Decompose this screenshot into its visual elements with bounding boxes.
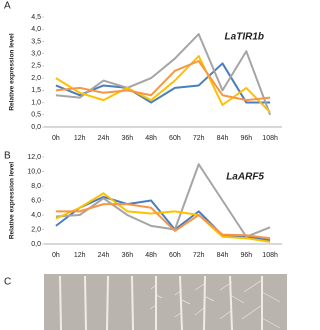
x-tick-label: 12h (74, 135, 86, 142)
chart-title: LaTIR1b (225, 32, 264, 43)
y-tick-label: 3,0 (31, 51, 41, 58)
x-tick-label: 108h (262, 135, 278, 142)
y-tick-label: 0,5 (31, 112, 41, 119)
series-line (56, 34, 270, 115)
y-axis-label: Relative expression level (9, 33, 16, 111)
x-tick-label: 60h (169, 135, 181, 142)
y-tick-label: 0,0 (31, 124, 41, 131)
x-tick-label: 0h (52, 252, 60, 259)
y-axis-label: Relative expression level (9, 162, 16, 240)
y-tick-label: 12,0 (27, 154, 41, 161)
figure: C A LaTIR1b Relative expression level 0,0 0,… (0, 0, 287, 330)
y-tick-label: 10,0 (27, 168, 41, 175)
chart-title: LaARF5 (226, 172, 264, 183)
x-tick-label: 96h (240, 252, 252, 259)
x-tick-label: 48h (145, 252, 157, 259)
y-tick-label: 0,0 (31, 241, 41, 248)
x-tick-label: 12h (74, 252, 86, 259)
x-tick-label: 72h (193, 252, 205, 259)
x-tick-label: 24h (98, 135, 110, 142)
series-line (56, 204, 270, 238)
x-tick-label: 36h (121, 252, 133, 259)
y-tick-label: 1,5 (31, 87, 41, 94)
y-tick-label: 4,0 (31, 26, 41, 33)
root-photos (44, 274, 287, 330)
x-tick-label: 84h (217, 135, 229, 142)
y-tick-label: 2,5 (31, 63, 41, 70)
page: C A LaTIR1b Relative expression level 0,0 0,… (0, 0, 320, 330)
y-tick-label: 2,0 (31, 226, 41, 233)
y-tick-label: 4,0 (31, 212, 41, 219)
panel-label: A (4, 1, 11, 12)
x-tick-label: 0h (52, 135, 60, 142)
x-tick-label: 108h (262, 252, 278, 259)
y-tick-label: 6,0 (31, 197, 41, 204)
x-tick-label: 48h (145, 135, 157, 142)
x-tick-label: 96h (240, 135, 252, 142)
panel-label: C (4, 277, 11, 288)
x-tick-label: 72h (193, 135, 205, 142)
x-tick-label: 36h (121, 135, 133, 142)
y-tick-label: 3,5 (31, 38, 41, 45)
y-tick-label: 2,0 (31, 75, 41, 82)
y-tick-label: 1,0 (31, 99, 41, 106)
x-tick-label: 60h (169, 252, 181, 259)
y-tick-label: 8,0 (31, 183, 41, 190)
x-tick-label: 84h (217, 252, 229, 259)
y-tick-label: 4,5 (31, 14, 41, 21)
panel-label: B (4, 151, 11, 162)
x-tick-label: 24h (98, 252, 110, 259)
